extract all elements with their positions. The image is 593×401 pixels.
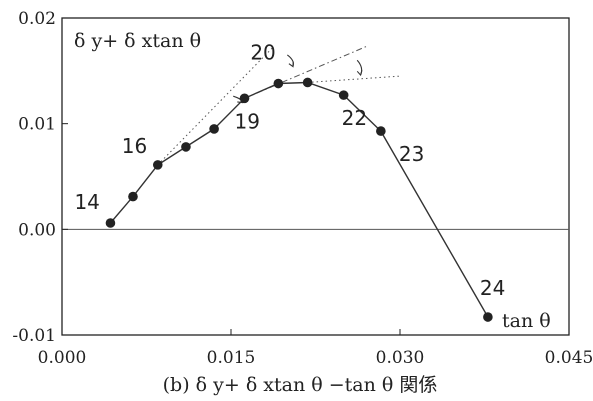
arrow-head: [288, 61, 294, 68]
data-point: [209, 124, 219, 134]
data-point: [338, 90, 349, 100]
tangent-annotations: [157, 46, 401, 166]
data-point: [181, 142, 191, 152]
data-point: [483, 312, 493, 322]
point-label: 23: [399, 142, 424, 166]
point-labels: 14 16 19 20 22 23 24: [74, 41, 505, 301]
data-point: [128, 191, 138, 202]
data-point: [273, 78, 284, 89]
tangent-line: [157, 47, 274, 166]
data-point: [376, 126, 386, 136]
series-line: [109, 81, 489, 318]
x-tick-label: 0.000: [38, 348, 87, 368]
y-tick-label: -0.01: [12, 326, 56, 346]
x-tick-label: 0.030: [376, 348, 425, 368]
data-points: [105, 77, 493, 322]
data-point: [302, 77, 313, 88]
figure-caption: (b) δ y+ δ xtan θ −tan θ 関係: [163, 374, 438, 396]
x-tick-label: 0.045: [545, 348, 593, 368]
tangent-line: [244, 46, 367, 99]
y-tick-label: 0.00: [18, 220, 56, 240]
y-tick-labels: -0.01 0.00 0.01 0.02: [12, 9, 68, 346]
x-tick-labels: 0.000 0.015 0.030 0.045: [38, 329, 593, 368]
plot-frame: [61, 17, 570, 336]
point-label: 20: [250, 41, 275, 65]
point-label: 19: [235, 109, 260, 133]
point-label: 16: [122, 134, 147, 158]
data-point: [105, 218, 116, 228]
x-tick-label: 0.015: [207, 348, 256, 368]
y-tick-label: 0.01: [18, 115, 56, 135]
point-label: 14: [74, 190, 99, 214]
y-tick-label: 0.02: [18, 9, 56, 29]
y-axis-label: δ y+ δ xtan θ: [74, 30, 201, 52]
tangent-line: [307, 75, 401, 83]
point-label: 24: [480, 276, 505, 300]
arrow-head: [356, 70, 363, 77]
point-label: 22: [342, 106, 367, 130]
data-point: [152, 160, 163, 170]
x-axis-label: tan θ: [502, 310, 551, 332]
data-point: [239, 93, 250, 104]
